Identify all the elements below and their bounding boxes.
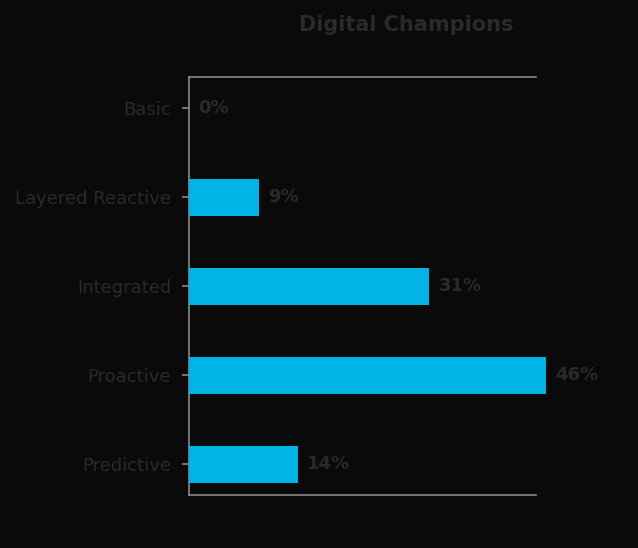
Bar [189,267,429,305]
Text: 14%: 14% [307,455,350,473]
Bar [189,357,545,394]
Text: 0%: 0% [198,99,229,117]
Title: Digital Champions: Digital Champions [299,15,514,35]
Text: 46%: 46% [555,366,598,384]
Text: 31%: 31% [438,277,482,295]
Bar [189,446,297,483]
Text: 9%: 9% [268,189,299,206]
Bar [189,179,259,216]
